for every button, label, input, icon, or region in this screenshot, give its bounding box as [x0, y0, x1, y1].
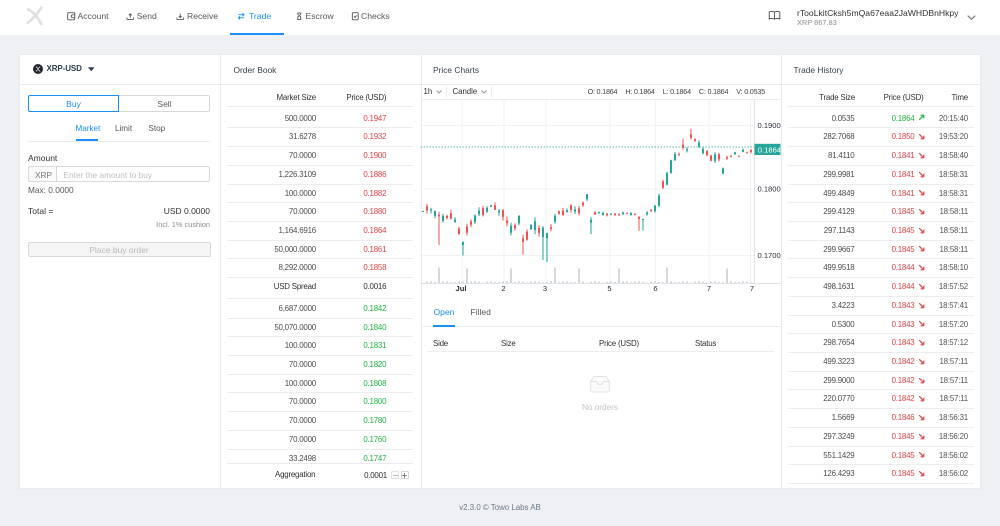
- svg-text:0.1864: 0.1864: [758, 145, 781, 154]
- svg-text:3: 3: [543, 284, 547, 293]
- svg-text:Jul: Jul: [456, 284, 467, 293]
- svg-text:0.1700: 0.1700: [758, 251, 781, 260]
- svg-text:5: 5: [607, 284, 611, 293]
- svg-text:0.1900: 0.1900: [758, 121, 781, 130]
- svg-text:6: 6: [653, 284, 657, 293]
- svg-text:7: 7: [707, 284, 711, 293]
- svg-text:7: 7: [750, 284, 754, 293]
- svg-text:2: 2: [501, 284, 505, 293]
- svg-text:0.1800: 0.1800: [758, 185, 781, 194]
